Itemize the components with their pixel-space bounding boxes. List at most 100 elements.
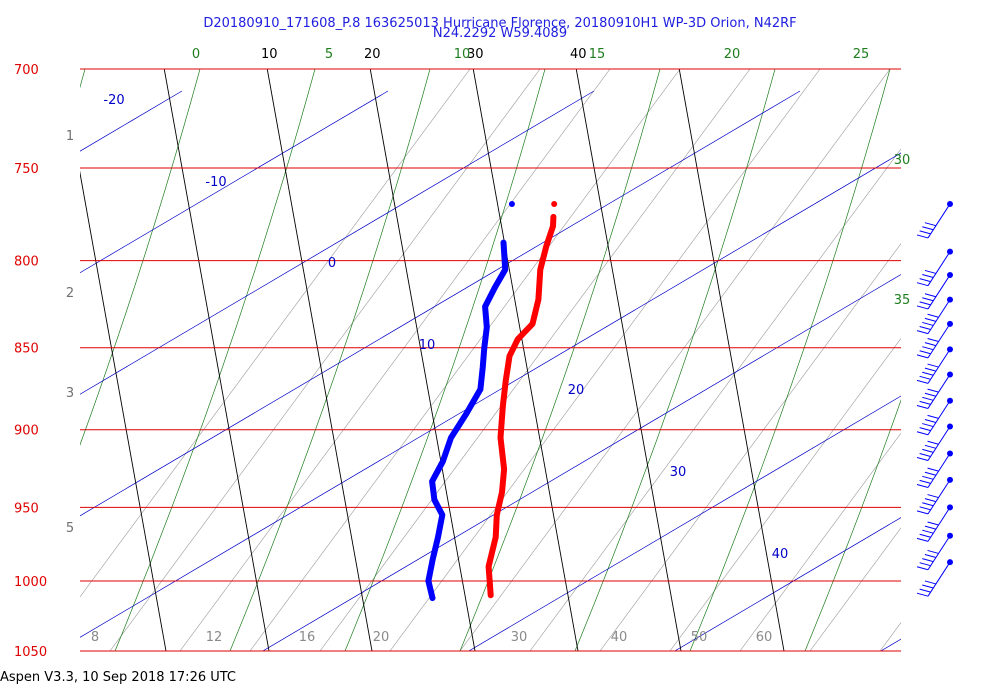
dry-adiabat-label: 20 (568, 383, 585, 398)
mixing-ratio-line (950, 69, 1000, 651)
wind-barb-flag (919, 427, 931, 432)
mixing-ratio-line (809, 527, 901, 651)
mixing-ratio-line (80, 69, 471, 598)
wind-barb (916, 504, 953, 542)
wind-barb-flag (916, 510, 929, 515)
pressure-tick-label: 950 (14, 501, 39, 516)
mixing-ratio-line (599, 243, 901, 651)
wind-barb-flag (919, 506, 931, 511)
wind-barb-flag (916, 431, 929, 436)
wind-barb-flag (916, 537, 929, 542)
wind-barb-staff (927, 479, 951, 515)
altitude-label: 3 (66, 386, 74, 401)
wind-barb (916, 476, 953, 515)
altitude-label: 2 (66, 286, 74, 301)
dewpoint-profile (425, 239, 509, 602)
mixing-ratio-label: 40 (611, 630, 628, 645)
mixing-ratio-line (249, 69, 681, 651)
wind-barb-flag (919, 452, 931, 457)
wind-barb-flag (924, 444, 937, 449)
pressure-tick-label: 1000 (14, 575, 47, 590)
wind-barb-flag (916, 566, 929, 571)
wind-barb-flag (919, 230, 931, 235)
wind-barb-staff (927, 426, 951, 461)
footer-version: Aspen V3.3, 10 Sep 2018 17:26 UTC (0, 670, 237, 685)
dry-adiabat-label: -10 (205, 175, 226, 190)
wind-barb-flag (922, 226, 934, 231)
mixing-ratio-label: 50 (691, 630, 708, 645)
wind-barb-flag (924, 580, 937, 585)
pressure-tick-label: 900 (14, 424, 39, 439)
wind-barb-flag (922, 502, 934, 507)
mixing-ratio-line (109, 69, 541, 651)
mixing-ratio-label: 30 (511, 630, 528, 645)
wind-barb-flag (924, 222, 937, 227)
wind-barb (916, 271, 953, 310)
pressure-tick-label: 800 (14, 255, 39, 270)
mixing-ratio-label: 20 (373, 630, 390, 645)
wind-barb-flag (927, 414, 939, 419)
wind-barb (916, 371, 953, 409)
wind-barb (916, 532, 953, 571)
wind-barb-staff (927, 374, 951, 409)
wind-barb-staff (927, 535, 951, 571)
mixing-ratio-line (739, 432, 901, 651)
mixing-ratio-line (319, 69, 751, 651)
wind-barb-flag (927, 313, 939, 318)
wind-barb-flag (924, 293, 937, 298)
wind-barb-flag (924, 471, 937, 476)
wind-barb (916, 248, 953, 287)
isotherm-line (472, 69, 579, 651)
wind-barb-flag (924, 317, 937, 322)
mixing-ratio-label: 60 (756, 630, 773, 645)
moist-adiabat-line (574, 69, 776, 651)
moist-adiabat-line (344, 69, 546, 651)
wind-barb (916, 346, 953, 384)
dry-adiabat-label: 40 (772, 547, 789, 562)
wind-barb-flag (924, 525, 937, 530)
wind-barb-flag (919, 562, 931, 567)
isotherm-label: 10 (261, 47, 278, 62)
wind-barb-flag (922, 346, 934, 351)
wind-barb-flag (916, 404, 929, 409)
wind-barb-flag (916, 354, 929, 359)
wind-barb-flag (922, 297, 934, 302)
moist-adiabat-label: 15 (589, 47, 606, 62)
wind-barb-flag (916, 234, 929, 239)
wind-barb-staff (927, 299, 951, 334)
wind-barb (916, 320, 953, 359)
pressure-tick-label: 1050 (14, 645, 47, 660)
wind-barb-staff (927, 274, 951, 310)
altitude-label: 1 (66, 129, 74, 144)
moist-adiabat-label: 20 (724, 47, 741, 62)
moist-adiabat-line (114, 69, 316, 651)
moist-adiabat-line (229, 69, 431, 651)
dry-adiabat-line (674, 517, 901, 651)
isotherm-label: 30 (467, 47, 484, 62)
isotherm-line (575, 69, 682, 651)
temperature-profile (485, 213, 557, 599)
mixing-ratio-line (669, 337, 901, 651)
dry-adiabat-line (80, 90, 595, 395)
isobars (80, 68, 901, 652)
isotherm-line (80, 170, 167, 651)
moist-adiabat-line (459, 69, 661, 651)
mixing-ratio-line (179, 69, 611, 651)
wind-barb-flag (927, 388, 939, 393)
wind-barb-flag (922, 423, 934, 428)
wind-barb-flag (927, 521, 939, 526)
pressure-tick-label: 850 (14, 342, 39, 357)
dewpoint-point (508, 200, 515, 207)
altitude-label: 5 (66, 521, 74, 536)
wind-barb-flag (916, 592, 929, 597)
wind-barb-flag (922, 558, 934, 563)
wind-barb-staff (927, 349, 951, 384)
wind-barb-flag (927, 549, 939, 554)
isotherm-label: 20 (364, 47, 381, 62)
sounding-series (425, 200, 558, 602)
wind-barb-flag (922, 584, 934, 589)
wind-barb-flag (919, 350, 931, 355)
wind-barb-staff (927, 453, 951, 488)
wind-barb-flag (927, 494, 939, 499)
wind-barb-staff (927, 561, 951, 597)
